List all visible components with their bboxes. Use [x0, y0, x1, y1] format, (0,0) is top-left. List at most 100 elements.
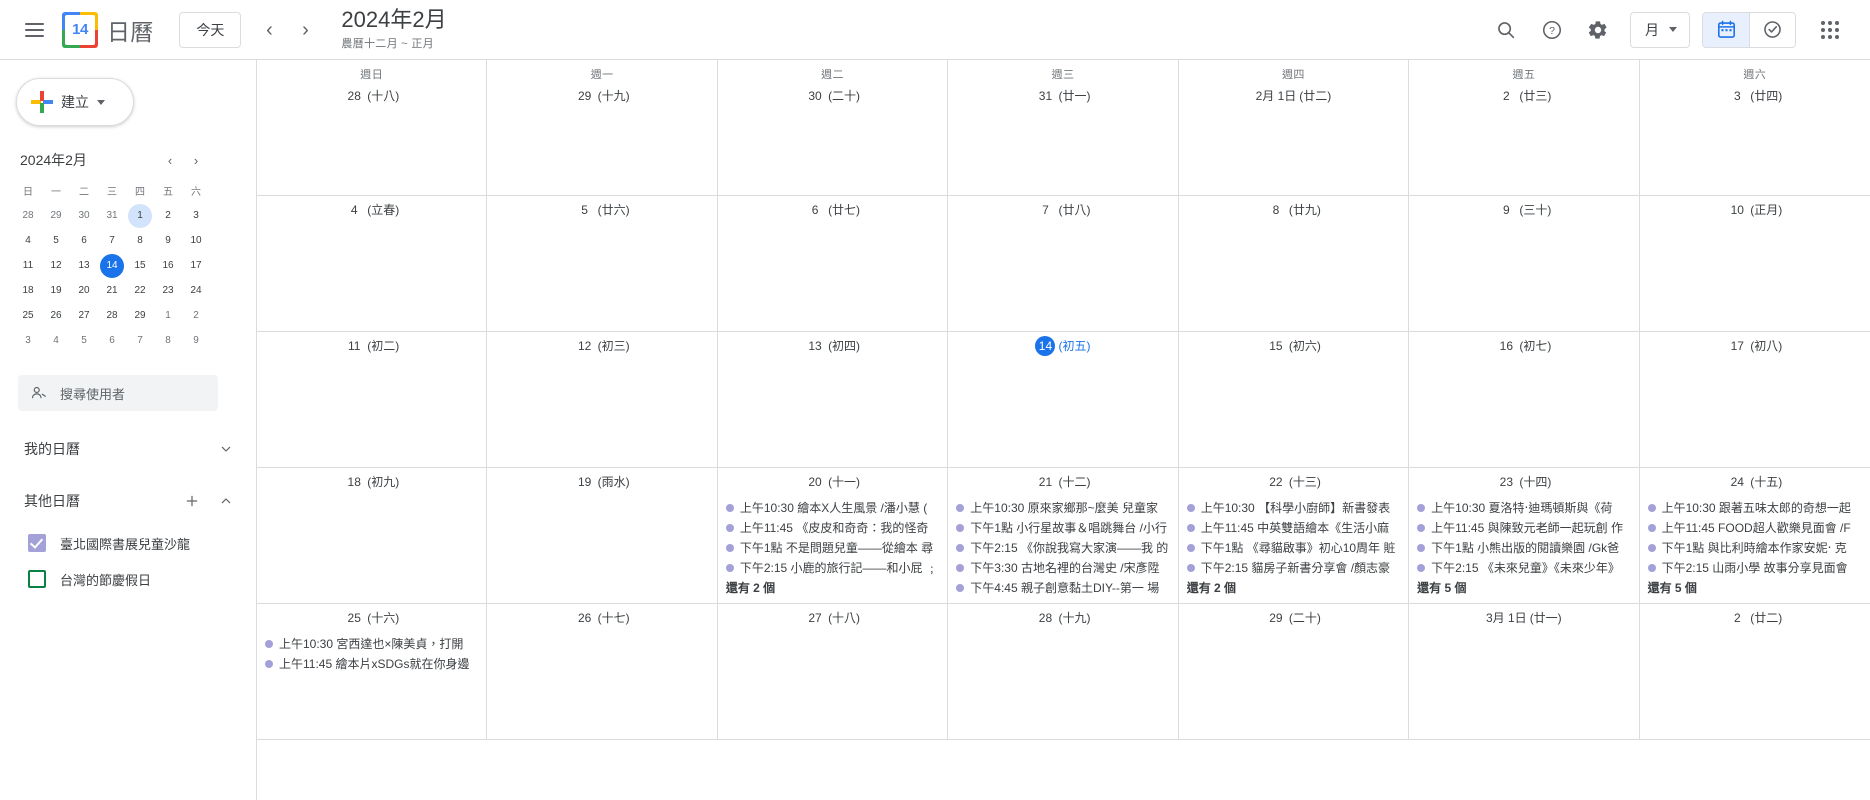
chevron-up-icon[interactable] — [212, 487, 240, 515]
day-cell[interactable]: 4 (立春) — [257, 196, 488, 331]
mini-day-cell[interactable]: 1 — [126, 204, 154, 228]
day-number[interactable]: 5 (廿六) — [487, 196, 716, 226]
day-number[interactable]: 22 (十三) — [1179, 468, 1408, 498]
calendar-event[interactable]: 下午4:45 親子創意黏土DIY--第一 場 — [954, 578, 1171, 598]
day-cell[interactable]: 5 (廿六) — [487, 196, 718, 331]
view-mode-select[interactable]: 月 — [1630, 11, 1690, 48]
day-cell[interactable]: 週一 29 (十九) — [487, 60, 718, 195]
google-apps-button[interactable] — [1808, 8, 1852, 52]
mini-day-cell[interactable]: 23 — [154, 279, 182, 303]
mini-prev-month-button[interactable]: ‹ — [167, 152, 173, 168]
mini-day-cell[interactable]: 26 — [42, 304, 70, 328]
day-number[interactable]: 8 (廿九) — [1179, 196, 1408, 226]
calendar-event[interactable]: 下午1點 不是問題兒童——從繪本 尋 — [724, 538, 941, 558]
calendar-event[interactable]: 上午11:45 FOOD超人歡樂見面會 /F — [1646, 518, 1864, 538]
day-number[interactable]: 2 (廿二) — [1640, 604, 1870, 634]
calendar-event[interactable]: 下午2:15 山雨小學 故事分享見面會 — [1646, 558, 1864, 578]
calendar-event[interactable]: 上午10:30 跟著五味太郎的奇想一起 — [1646, 498, 1864, 518]
calendar-event[interactable]: 上午11:45 《皮皮和奇奇：我的怪奇 — [724, 518, 941, 538]
day-number[interactable]: 29 (十九) — [487, 82, 716, 112]
day-number[interactable]: 16 (初七) — [1409, 332, 1638, 362]
checkbox-checked-icon[interactable] — [28, 534, 46, 552]
day-number[interactable]: 12 (初三) — [487, 332, 716, 362]
mini-day-cell[interactable]: 2 — [154, 204, 182, 228]
day-cell[interactable]: 3月 1日 (廿一) — [1409, 604, 1640, 739]
day-cell[interactable]: 13 (初四) — [718, 332, 949, 467]
calendar-list-item[interactable]: 台灣的節慶假日 — [8, 561, 248, 597]
mini-day-cell[interactable]: 11 — [14, 254, 42, 278]
day-number[interactable]: 24 (十五) — [1640, 468, 1870, 498]
mini-day-cell[interactable]: 20 — [70, 279, 98, 303]
checkbox-unchecked-icon[interactable] — [28, 570, 46, 588]
day-cell[interactable]: 9 (三十) — [1409, 196, 1640, 331]
mini-day-cell[interactable]: 10 — [182, 229, 210, 253]
mini-day-cell[interactable]: 7 — [126, 329, 154, 353]
day-number[interactable]: 3 (廿四) — [1640, 82, 1870, 112]
mini-day-cell[interactable]: 8 — [154, 329, 182, 353]
mini-day-cell[interactable]: 4 — [14, 229, 42, 253]
day-number[interactable]: 18 (初九) — [257, 468, 486, 498]
day-number[interactable]: 28 (十九) — [948, 604, 1177, 634]
day-number[interactable]: 27 (十八) — [718, 604, 947, 634]
day-number[interactable]: 29 (二十) — [1179, 604, 1408, 634]
calendar-event[interactable]: 下午2:15 《你說我寫大家演——我 的 — [954, 538, 1171, 558]
mini-day-cell[interactable]: 19 — [42, 279, 70, 303]
mini-day-cell[interactable]: 2 — [182, 304, 210, 328]
mini-day-cell[interactable]: 17 — [182, 254, 210, 278]
day-number[interactable]: 30 (二十) — [718, 82, 947, 112]
day-cell[interactable]: 15 (初六) — [1179, 332, 1410, 467]
day-number[interactable]: 20 (十一) — [718, 468, 947, 498]
calendar-event[interactable]: 下午1點 小行星故事＆唱跳舞台 /小行 — [954, 518, 1171, 538]
mini-day-cell[interactable]: 5 — [70, 329, 98, 353]
day-cell[interactable]: 14 (初五) — [948, 332, 1179, 467]
day-number[interactable]: 23 (十四) — [1409, 468, 1638, 498]
day-number[interactable]: 21 (十二) — [948, 468, 1177, 498]
day-cell[interactable]: 28 (十九) — [948, 604, 1179, 739]
day-cell[interactable]: 17 (初八) — [1640, 332, 1870, 467]
next-period-button[interactable]: › — [287, 12, 323, 48]
day-cell[interactable]: 2 (廿二) — [1640, 604, 1870, 739]
day-cell[interactable]: 週二 30 (二十) — [718, 60, 949, 195]
calendar-event[interactable]: 上午10:30 夏洛特‧迪瑪頓斯與《荷 — [1415, 498, 1632, 518]
mini-day-cell[interactable]: 9 — [154, 229, 182, 253]
mini-day-cell[interactable]: 12 — [42, 254, 70, 278]
mini-day-cell[interactable]: 13 — [70, 254, 98, 278]
mini-day-cell[interactable]: 31 — [98, 204, 126, 228]
calendar-event[interactable]: 下午2:15 小鹿的旅行記——和小屁 ﹔ — [724, 558, 941, 578]
day-cell[interactable]: 12 (初三) — [487, 332, 718, 467]
mini-day-cell[interactable]: 7 — [98, 229, 126, 253]
day-cell[interactable]: 週日 28 (十八) — [257, 60, 488, 195]
day-cell[interactable]: 10 (正月) — [1640, 196, 1870, 331]
day-cell[interactable]: 19 (雨水) — [487, 468, 718, 603]
day-number[interactable]: 6 (廿七) — [718, 196, 947, 226]
mini-day-cell[interactable]: 6 — [70, 229, 98, 253]
mini-day-cell[interactable]: 30 — [70, 204, 98, 228]
settings-button[interactable] — [1576, 8, 1620, 52]
more-events-link[interactable]: 還有 5 個 — [1647, 581, 1697, 595]
day-cell[interactable]: 週六 3 (廿四) — [1640, 60, 1870, 195]
calendar-view-toggle[interactable] — [1703, 12, 1749, 47]
mini-day-cell[interactable]: 1 — [154, 304, 182, 328]
search-button[interactable] — [1484, 8, 1528, 52]
mini-day-cell[interactable]: 4 — [42, 329, 70, 353]
calendar-event[interactable]: 下午1點 與比利時繪本作家安妮‧ 克 — [1646, 538, 1864, 558]
mini-day-cell[interactable]: 3 — [14, 329, 42, 353]
tasks-view-toggle[interactable] — [1749, 12, 1795, 47]
mini-day-cell[interactable]: 27 — [70, 304, 98, 328]
add-other-calendar-icon[interactable] — [178, 487, 206, 515]
mini-day-cell[interactable]: 29 — [126, 304, 154, 328]
more-events-link[interactable]: 還有 2 個 — [725, 581, 776, 595]
day-cell[interactable]: 7 (廿八) — [948, 196, 1179, 331]
day-number[interactable]: 7 (廿八) — [948, 196, 1177, 226]
today-button[interactable]: 今天 — [179, 11, 242, 48]
day-cell[interactable]: 週四 2月 1日 (廿二) — [1179, 60, 1410, 195]
day-number[interactable]: 2月 1日 (廿二) — [1179, 82, 1408, 112]
calendar-list-item[interactable]: 臺北國際書展兒童沙龍 — [8, 525, 248, 561]
day-cell[interactable]: 21 (十二) 上午10:30 原來家鄉那~麼美 兒童家 下午1點 小行星故事＆唱跳舞… — [948, 468, 1179, 603]
create-event-button[interactable]: 建立 — [16, 78, 134, 126]
support-button[interactable]: ? — [1530, 8, 1574, 52]
day-number[interactable]: 25 (十六) — [257, 604, 486, 634]
calendar-event[interactable]: 下午2:15 貓房子新書分享會 /顏志豪 — [1185, 558, 1402, 578]
mini-day-cell[interactable]: 24 — [182, 279, 210, 303]
day-number[interactable]: 4 (立春) — [257, 196, 486, 226]
